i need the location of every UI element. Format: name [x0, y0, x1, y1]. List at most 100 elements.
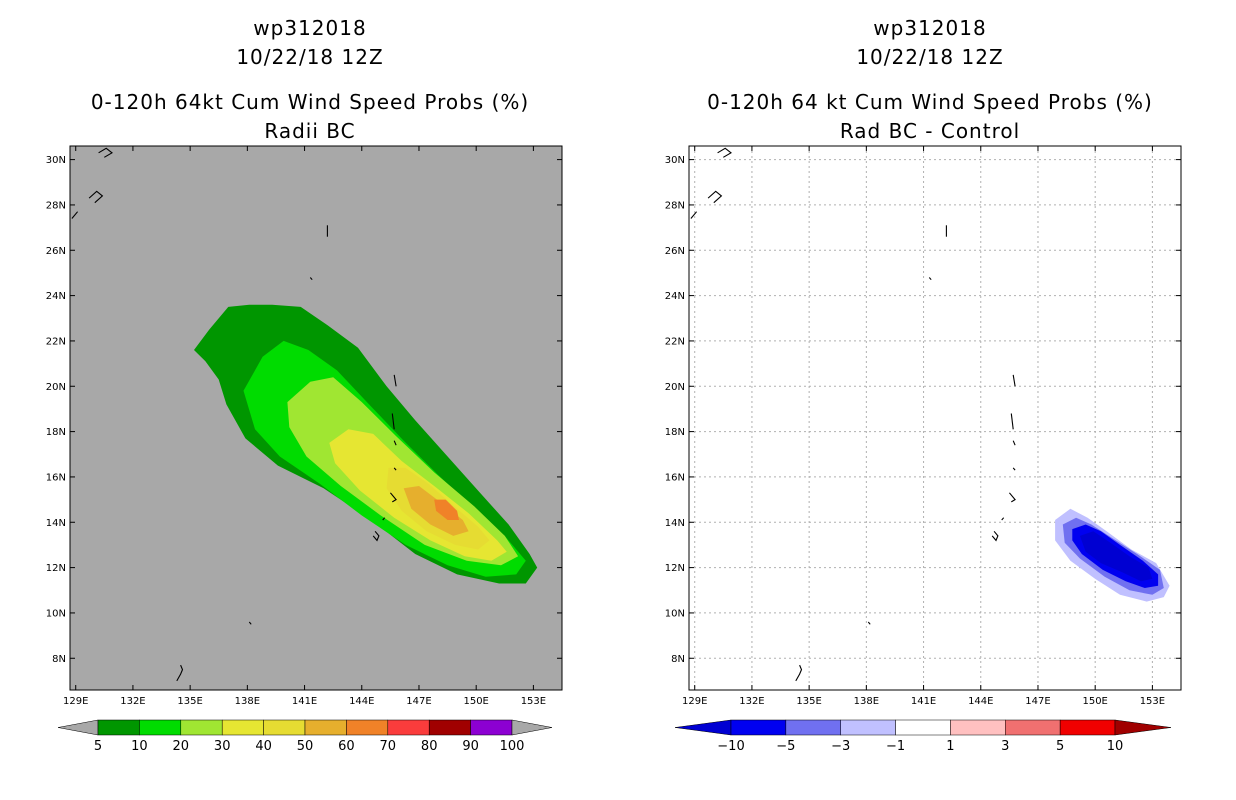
chart1-island-outline [176, 664, 184, 682]
chart1-ytick-label: 16N [46, 472, 66, 483]
chart2-colorbar-label: 5 [1056, 739, 1064, 754]
chart1-colorbar-box [470, 719, 513, 736]
chart1-colorbar-arrow-low [57, 719, 99, 736]
chart1-plot-area [71, 147, 538, 682]
chart2-ytick-label: 24N [665, 291, 685, 302]
chart2-xtick-label: 147E [1025, 696, 1050, 707]
chart2-island-outline [1008, 492, 1016, 503]
chart1-island-outline [309, 277, 313, 281]
chart1-ytick-label: 30N [46, 155, 66, 166]
chart1-colorbar-label: 70 [380, 739, 397, 754]
chart2-xtick-label: 144E [968, 696, 993, 707]
chart2-island-outline [795, 664, 803, 682]
chart1-ytick-label: 10N [46, 608, 66, 619]
chart2-island-outline [690, 211, 698, 219]
chart1-ytick-label: 14N [46, 518, 66, 529]
chart2-colorbar-label: −10 [717, 739, 744, 754]
chart2-ytick-label: 10N [665, 608, 685, 619]
chart1-subtitle: Radii BC [264, 119, 356, 143]
chart2-island-outline [717, 147, 732, 158]
chart2-ytick-label: 12N [665, 563, 685, 574]
chart1-island-outline [393, 440, 397, 446]
chart1-colorbar-box [97, 719, 140, 736]
chart2-island-outline [867, 621, 871, 625]
chart2-xtick-label: 135E [796, 696, 821, 707]
chart2-xtick-label: 141E [911, 696, 936, 707]
chart1-xtick-label: 150E [463, 696, 488, 707]
chart1-xtick-label: 153E [521, 696, 546, 707]
chart2-colorbar-box [895, 719, 951, 736]
chart1-ytick-label: 28N [46, 200, 66, 211]
chart1-colorbar-label: 40 [255, 739, 272, 754]
chart2-colorbar-box [840, 719, 896, 736]
chart2-contour-neg10 [1079, 531, 1153, 582]
chart1-colorbar-box [139, 719, 182, 736]
chart1-colorbar-label: 10 [131, 739, 148, 754]
chart1-colorbar-label: 50 [297, 739, 314, 754]
chart2-xtick-label: 132E [739, 696, 764, 707]
chart1-ytick-label: 20N [46, 382, 66, 393]
chart1-island-outline [382, 517, 386, 521]
chart1-xtick-label: 132E [120, 696, 145, 707]
chart2-xtick-label: 150E [1082, 696, 1107, 707]
chart2-island-outline [1012, 440, 1016, 446]
chart2-plot-background [689, 146, 1181, 690]
chart1-ytick-label: 18N [46, 427, 66, 438]
chart1-island-outline [98, 147, 113, 158]
chart2-xtick-label: 153E [1140, 696, 1165, 707]
chart1-colorbar-box [263, 719, 306, 736]
chart2-plot-area [689, 146, 1181, 690]
chart2-title-main: 0-120h 64 kt Cum Wind Speed Probs (%) [707, 90, 1153, 114]
chart1-colorbar-box [221, 719, 264, 736]
chart2-island-outline [707, 190, 723, 204]
chart2-colorbar-label: −3 [831, 739, 850, 754]
chart2-island-outline [1010, 413, 1014, 430]
chart2-island-outline [928, 277, 932, 281]
chart1-colorbar-label: 60 [338, 739, 355, 754]
chart2-title-date: 10/22/18 12Z [856, 45, 1004, 69]
chart1-island-outline [372, 530, 380, 542]
chart2-island-outline [1012, 467, 1016, 471]
chart1-island-outline [389, 492, 397, 503]
chart1-ytick-label: 12N [46, 563, 66, 574]
chart2-colorbar-box [950, 719, 1006, 736]
chart2-ytick-label: 8N [671, 654, 685, 665]
chart1-contour-60 [434, 499, 459, 520]
chart1-ytick-label: 26N [46, 246, 66, 257]
chart2-colorbar-label: −1 [886, 739, 905, 754]
chart1-title-storm: wp312018 [253, 16, 367, 40]
chart1-title-date: 10/22/18 12Z [236, 45, 384, 69]
chart2-ytick-label: 30N [665, 155, 685, 166]
chart1-xtick-label: 138E [235, 696, 260, 707]
chart1-ytick-label: 8N [52, 654, 66, 665]
chart2-colorbar-label: 1 [946, 739, 954, 754]
chart2-xtick-label: 138E [854, 696, 879, 707]
chart1-colorbar-box [304, 719, 347, 736]
chart2-island-outline [1012, 374, 1016, 387]
chart2-colorbar-box [1059, 719, 1116, 736]
chart2-subtitle: Rad BC - Control [839, 119, 1021, 143]
chart2-ytick-label: 18N [665, 427, 685, 438]
chart1-colorbar-box [180, 719, 223, 736]
chart1-colorbar-label: 80 [421, 739, 438, 754]
chart2-plot-frame [688, 145, 1182, 691]
chart1-ytick-label: 22N [46, 336, 66, 347]
chart1-xtick-label: 135E [177, 696, 202, 707]
chart1-xtick-label: 147E [406, 696, 431, 707]
chart1-contour-50 [403, 486, 469, 536]
chart1-colorbar-label: 20 [173, 739, 190, 754]
chart1-colorbar-label: 90 [462, 739, 479, 754]
chart2-ytick-label: 28N [665, 200, 685, 211]
chart1-island-outline [391, 413, 395, 430]
chart1-xtick-label: 129E [63, 696, 88, 707]
chart2-ytick-label: 14N [665, 518, 685, 529]
chart2-colorbar-label: −5 [776, 739, 795, 754]
chart2-ytick-label: 26N [665, 246, 685, 257]
chart1-plot-frame [69, 145, 563, 691]
chart1-colorbar-arrow-high [511, 719, 553, 736]
chart2-colorbar-box [785, 719, 841, 736]
chart2-xtick-label: 129E [682, 696, 707, 707]
chart2-island-outline [991, 530, 999, 542]
chart1-xtick-label: 144E [349, 696, 374, 707]
